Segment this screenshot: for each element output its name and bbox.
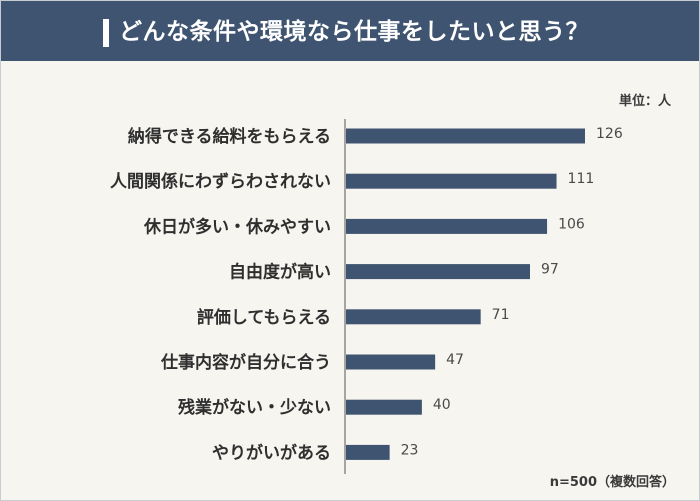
chart-title: どんな条件や環境なら仕事をしたいと思う？ xyxy=(119,19,589,45)
title-accent-bar xyxy=(103,19,109,47)
bar xyxy=(346,264,530,280)
value-label: 106 xyxy=(558,216,585,232)
value-label: 97 xyxy=(541,262,559,278)
category-label: 評価してもらえる xyxy=(197,307,331,328)
unit-label: 単位：人 xyxy=(618,94,671,109)
bar xyxy=(346,128,585,144)
bar xyxy=(346,173,557,189)
category-label: やりがいがある xyxy=(212,442,331,463)
value-label: 71 xyxy=(492,307,510,323)
category-label: 休日が多い・休みやすい xyxy=(143,216,331,237)
value-label: 111 xyxy=(568,171,595,187)
value-label: 126 xyxy=(596,126,623,142)
value-label: 23 xyxy=(401,442,419,458)
value-label: 47 xyxy=(446,352,464,368)
header-bar: どんな条件や環境なら仕事をしたいと思う？ xyxy=(1,1,699,61)
category-label: 残業がない・少ない xyxy=(178,397,331,418)
category-label: 仕事内容が自分に合う xyxy=(160,352,331,373)
bar xyxy=(346,399,422,415)
category-label: 納得できる給料をもらえる xyxy=(128,126,331,147)
bar xyxy=(346,218,548,234)
category-label: 自由度が高い xyxy=(229,262,331,283)
value-label: 40 xyxy=(433,397,451,413)
category-label: 人間関係にわずらわされない xyxy=(110,171,331,192)
sample-size-note: n=500（複数回答） xyxy=(549,475,675,490)
bar xyxy=(346,354,436,370)
bar xyxy=(346,444,390,460)
bar xyxy=(346,309,481,325)
